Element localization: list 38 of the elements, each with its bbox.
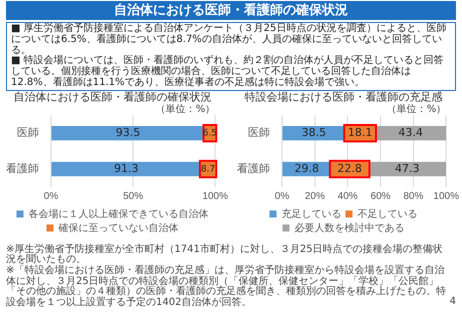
y-tick-label: 看護師 [6,162,39,175]
y-tick-label: 看護師 [237,162,270,175]
x-tick-label: 80% [403,190,424,202]
x-tick-label: 100% [433,190,460,202]
text: 4 [450,296,456,307]
legend-label: 充足している [282,208,342,220]
data-label: 93.5 [116,126,140,139]
data-label: 43.4 [398,126,423,139]
chart-title: 自治体における医師・看護師の確保状況 [14,90,212,104]
text: （単位：%） [386,102,446,115]
data-label: 91.3 [114,162,138,175]
text: ■ 厚生労働省予防接種室による自治体アンケート（３月25日時点の状況を調査）によると、医師については6.5%、看護師については8.7%の自治体が、人員の確保に至っていないと回答している。 [11,23,448,56]
x-tick-label: 20% [304,190,325,202]
data-label: 8.7 [200,164,216,174]
text: 自治体における医師・看護師の確保状況 [6,1,456,20]
x-tick-label: 40% [338,190,358,202]
y-tick-label: 医師 [17,126,39,139]
text: ■ 特設会場については、医師・看護師のいずれも、約２割の自治体が人員が不足していると回答している。個別接種を行う医療機関の場合、医師について不足している回答した自治体は12.8%、看護師は11.1%であり、医療従事者の不足感は特に特設会場で強い。 [11,55,445,89]
data-label: 47.3 [394,162,420,175]
x-tick-label: 50% [123,190,144,202]
x-tick-label: 0% [274,190,290,202]
x-tick-label: 100% [202,190,228,202]
legend-label: 確保に至っていない自治体 [58,222,178,234]
legend-label: 必要人数を検討中である [294,222,404,234]
x-tick-label: 0% [44,190,58,202]
data-label: 38.5 [302,126,326,139]
text: （単位：%） [156,102,216,115]
x-tick-label: 60% [370,190,391,202]
legend-label: 不足している [358,208,418,220]
data-label: 22.8 [337,162,362,175]
bar [52,126,205,140]
data-label: 29.8 [294,162,319,175]
y-tick-label: 医師 [248,126,270,139]
legend-label: 各会場に１人以上確保できている自治体 [28,208,208,220]
text: ※厚生労働省予防接種室が全市町村（1741市町村）に対し、３月25日時点での接種会場の整備状況を聞いたもの。 [6,244,443,266]
data-label: 18.1 [348,126,372,139]
text: ※「特設会場における医師・看護師の充足感」は、厚労省予防接種室から特設会場を設置する自治体に対し、３月25日時点での特設会場の種類別（「保健所、保健センター」「学校」「公民館」「その他の施設」の４種類）の医師・看護師の充足感を聞き、種類別の回答を積み上げたもの。特設会場を１つ以上設置する予定の1402自治体が回答。 [6,264,447,308]
chart-title: 特設会場における医師・看護師の充足感 [244,90,442,104]
